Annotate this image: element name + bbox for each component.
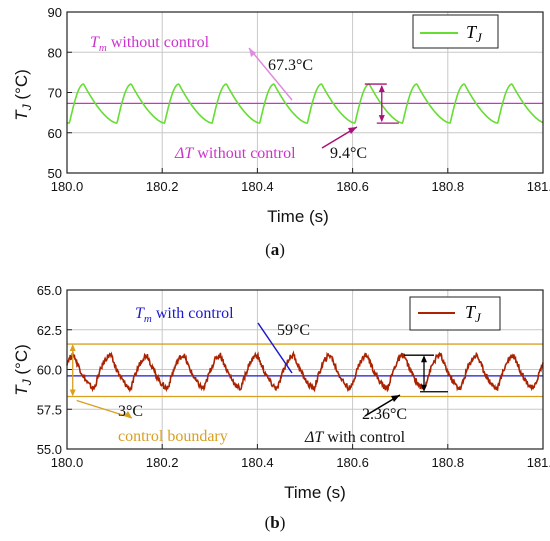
b-ytick-label: 60.0 bbox=[37, 363, 62, 378]
panel-b: 180.0 180.2 180.4 180.6 180.8 181.0 55.0 57.5 60… bbox=[12, 283, 550, 532]
a-xtick-label: 180.0 bbox=[51, 179, 84, 194]
b-dt-span-marker bbox=[404, 354, 448, 393]
a-ytick-label: 70 bbox=[48, 86, 62, 101]
a-series-tj bbox=[66, 83, 544, 125]
b-dt-value: 2.36°C bbox=[362, 406, 407, 423]
b-caption: (b) bbox=[265, 513, 286, 532]
panel-a: 180.0 180.2 180.4 180.6 180.8 181.0 50 60 70 80 90… bbox=[12, 5, 550, 259]
a-xtick-label: 180.8 bbox=[432, 179, 465, 194]
a-tm-value: 67.3°C bbox=[268, 57, 313, 74]
b-ytick-label: 55.0 bbox=[37, 442, 62, 457]
a-span-arrow-up bbox=[378, 85, 385, 93]
b-xtick-label: 180.2 bbox=[146, 455, 179, 470]
b-xtick-label: 180.4 bbox=[241, 455, 274, 470]
a-xlabel: Time (s) bbox=[267, 207, 329, 226]
b-xtick-label: 180.8 bbox=[432, 455, 465, 470]
b-ylabel: TJ (°C) bbox=[12, 344, 34, 396]
a-ytick-label: 50 bbox=[48, 166, 62, 181]
b-series-line bbox=[66, 350, 544, 393]
b-dt-arrowhead bbox=[391, 395, 400, 402]
b-tm-value: 59°C bbox=[277, 322, 310, 339]
b-xtick-label: 180.0 bbox=[51, 455, 84, 470]
b-tm-arrow bbox=[257, 322, 293, 374]
a-ytick-label: 60 bbox=[48, 126, 62, 141]
a-tm-arrowhead bbox=[249, 48, 256, 57]
a-tm-label: Tm without control bbox=[90, 34, 210, 54]
b-boundary-arrow bbox=[69, 344, 133, 419]
b-bound-arrow-down bbox=[69, 389, 76, 397]
b-xlabel: Time (s) bbox=[284, 483, 346, 502]
a-ytick-label: 80 bbox=[48, 45, 62, 60]
a-legend-label: TJ bbox=[466, 22, 483, 45]
a-dt-label: ΔT without control bbox=[174, 145, 296, 162]
b-xtick-label: 180.6 bbox=[336, 455, 369, 470]
a-series-line bbox=[66, 83, 544, 125]
b-bound-pointer-head bbox=[124, 411, 132, 418]
b-legend-label: TJ bbox=[465, 302, 482, 325]
b-boundary-value: 3°C bbox=[118, 403, 143, 420]
b-tm-label: Tm with control bbox=[135, 305, 234, 325]
a-ticks: 180.0 180.2 180.4 180.6 180.8 181.0 50 60 70 80 90 bbox=[48, 5, 550, 194]
b-dt-label: ΔT with control bbox=[304, 429, 406, 446]
b-ytick-label: 57.5 bbox=[37, 402, 62, 417]
b-span-arrow-up bbox=[421, 355, 427, 363]
a-xtick-label: 181.0 bbox=[527, 179, 550, 194]
a-annotations: Tm without control 67.3°C ΔT without con… bbox=[90, 34, 399, 162]
b-xtick-label: 181.0 bbox=[527, 455, 550, 470]
a-span-arrow-down bbox=[378, 115, 385, 123]
a-ytick-label: 90 bbox=[48, 5, 62, 20]
a-legend-box bbox=[412, 14, 499, 49]
a-legend: TJ bbox=[412, 14, 499, 49]
b-annotations: Tm with control 59°C 3°C control boundar… bbox=[69, 305, 448, 446]
b-reference-lines bbox=[67, 343, 543, 398]
b-boundary-label: control boundary bbox=[118, 428, 228, 445]
b-ytick-label: 62.5 bbox=[37, 323, 62, 338]
a-dt-span-marker bbox=[364, 83, 399, 124]
a-xtick-label: 180.2 bbox=[146, 179, 179, 194]
b-bound-arrow-up bbox=[69, 344, 76, 352]
a-xtick-label: 180.6 bbox=[336, 179, 369, 194]
b-bound-pointer bbox=[76, 399, 133, 419]
b-ticks: 180.0 180.2 180.4 180.6 180.8 181.0 55.0 57.5 60… bbox=[37, 283, 550, 470]
b-span-arrow-down bbox=[421, 384, 427, 392]
a-dt-arrowhead bbox=[348, 127, 357, 134]
a-ylabel: TJ (°C) bbox=[12, 69, 34, 121]
b-legend: TJ bbox=[409, 296, 501, 331]
a-xtick-label: 180.4 bbox=[241, 179, 274, 194]
a-tm-arrow bbox=[248, 47, 293, 101]
a-dt-value: 9.4°C bbox=[330, 145, 367, 162]
b-ytick-label: 65.0 bbox=[37, 283, 62, 298]
b-series-tj bbox=[66, 350, 544, 393]
a-caption: (a) bbox=[265, 240, 285, 259]
